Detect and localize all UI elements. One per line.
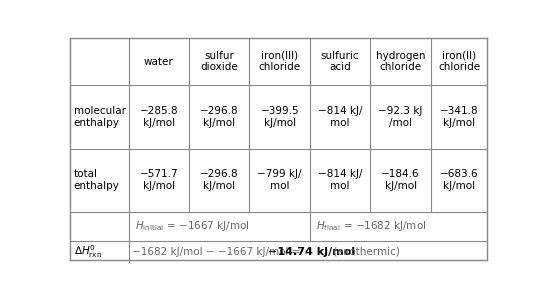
Text: hydrogen
chloride: hydrogen chloride — [376, 51, 425, 72]
Text: $H_{\mathrm{final}}$ = −1682 kJ/mol: $H_{\mathrm{final}}$ = −1682 kJ/mol — [316, 219, 427, 233]
Text: −14.74 kJ/mol: −14.74 kJ/mol — [268, 247, 355, 257]
Text: −799 kJ/
mol: −799 kJ/ mol — [257, 169, 302, 191]
Text: $\Delta H^0_{\mathrm{rxn}}$: $\Delta H^0_{\mathrm{rxn}}$ — [74, 243, 102, 260]
Text: water: water — [144, 57, 174, 67]
Text: −814 kJ/
mol: −814 kJ/ mol — [318, 169, 362, 191]
Text: −296.8
kJ/mol: −296.8 kJ/mol — [200, 106, 239, 128]
Text: sulfuric
acid: sulfuric acid — [321, 51, 360, 72]
Text: −341.8
kJ/mol: −341.8 kJ/mol — [440, 106, 479, 128]
Text: −92.3 kJ
/mol: −92.3 kJ /mol — [378, 106, 423, 128]
Text: sulfur
dioxide: sulfur dioxide — [201, 51, 238, 72]
Text: total
enthalpy: total enthalpy — [74, 169, 119, 191]
Text: −399.5
kJ/mol: −399.5 kJ/mol — [261, 106, 299, 128]
Text: −285.8
kJ/mol: −285.8 kJ/mol — [140, 106, 178, 128]
Text: −571.7
kJ/mol: −571.7 kJ/mol — [140, 169, 178, 191]
Text: molecular
enthalpy: molecular enthalpy — [74, 106, 125, 128]
Text: iron(III)
chloride: iron(III) chloride — [259, 51, 301, 72]
Text: −814 kJ/
mol: −814 kJ/ mol — [318, 106, 362, 128]
Text: iron(II)
chloride: iron(II) chloride — [438, 51, 480, 72]
Text: $H_{\mathrm{initial}}$ = −1667 kJ/mol: $H_{\mathrm{initial}}$ = −1667 kJ/mol — [135, 219, 250, 233]
Text: −184.6
kJ/mol: −184.6 kJ/mol — [382, 169, 420, 191]
Text: −683.6
kJ/mol: −683.6 kJ/mol — [440, 169, 479, 191]
Text: (exothermic): (exothermic) — [330, 247, 400, 257]
Text: −296.8
kJ/mol: −296.8 kJ/mol — [200, 169, 239, 191]
Text: −1682 kJ/mol − −1667 kJ/mol =: −1682 kJ/mol − −1667 kJ/mol = — [132, 247, 304, 257]
